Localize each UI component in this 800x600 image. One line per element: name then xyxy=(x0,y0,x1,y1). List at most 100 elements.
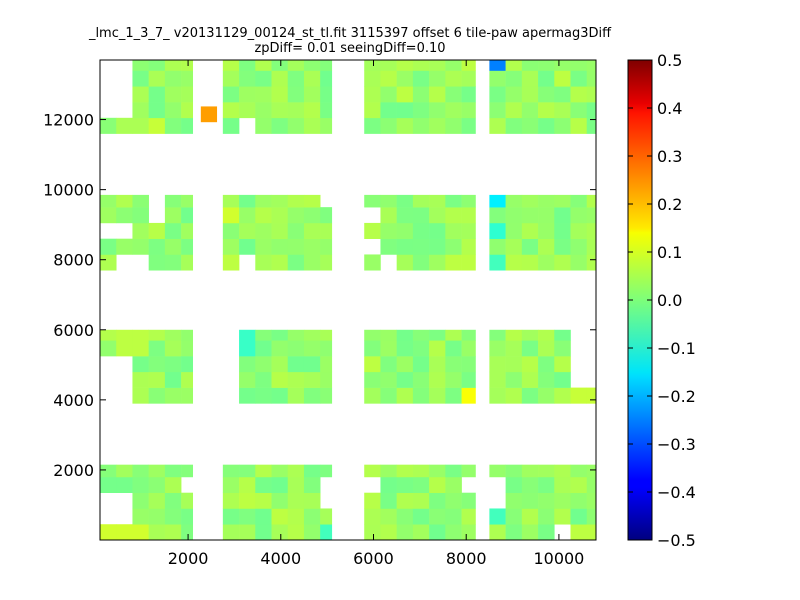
heatmap-cell xyxy=(181,222,194,239)
heatmap-cell xyxy=(287,464,305,478)
heatmap-cell xyxy=(489,464,506,478)
heatmap-cell xyxy=(380,524,397,541)
heatmap-cell xyxy=(222,207,240,224)
heatmap-cell xyxy=(429,508,446,525)
heatmap-cell xyxy=(116,476,133,494)
heatmap-cell xyxy=(521,476,539,494)
heatmap-cell xyxy=(461,117,476,134)
heatmap-cell xyxy=(320,238,333,255)
heatmap-cell xyxy=(586,464,597,478)
heatmap-cell xyxy=(287,60,305,71)
heatmap-cell xyxy=(489,86,506,103)
heatmap-cell xyxy=(320,254,333,271)
heatmap-cell xyxy=(461,387,476,404)
heatmap-cell xyxy=(132,60,149,71)
heatmap-cell xyxy=(271,102,289,119)
heatmap-cell xyxy=(380,102,397,119)
heatmap-cell xyxy=(271,340,289,357)
heatmap-cell xyxy=(538,70,555,87)
heatmap-cell xyxy=(320,207,333,224)
heatmap-cell xyxy=(320,102,333,119)
heatmap-cell xyxy=(412,371,430,388)
heatmap-cell xyxy=(586,222,597,239)
heatmap-cell xyxy=(255,222,272,239)
heatmap-cell xyxy=(380,356,397,373)
colorbar-tick-label: 0.0 xyxy=(657,291,682,310)
heatmap-cell xyxy=(164,387,182,404)
heatmap-cell xyxy=(255,117,272,134)
heatmap-cell xyxy=(303,70,321,87)
heatmap-cell xyxy=(303,340,321,357)
heatmap-cell xyxy=(505,524,523,541)
heatmap-cell xyxy=(287,222,305,239)
heatmap-cell xyxy=(505,371,523,388)
heatmap-cell xyxy=(320,524,333,541)
heatmap-cell xyxy=(116,117,133,134)
heatmap-cell xyxy=(586,492,597,509)
heatmap-cell xyxy=(132,222,149,239)
heatmap-cell xyxy=(380,387,397,404)
heatmap-cell xyxy=(181,356,194,373)
heatmap-cell xyxy=(364,254,381,271)
heatmap-cell xyxy=(148,102,166,119)
heatmap-cell xyxy=(412,222,430,239)
heatmap-cell xyxy=(429,254,446,271)
heatmap-cell xyxy=(255,371,272,388)
heatmap-cell xyxy=(271,194,289,208)
heatmap-cell xyxy=(255,356,272,373)
heatmap-cell xyxy=(521,329,539,341)
heatmap-cell xyxy=(222,464,240,478)
heatmap-cell xyxy=(100,524,117,541)
heatmap-cell xyxy=(554,238,571,255)
heatmap-cell xyxy=(181,329,194,341)
heatmap-cell xyxy=(255,70,272,87)
heatmap-cell xyxy=(505,254,523,271)
heatmap-cell xyxy=(445,207,462,224)
heatmap-cell xyxy=(396,222,414,239)
y-tick-label: 10000 xyxy=(43,181,94,200)
heatmap-cell xyxy=(222,238,240,255)
heatmap-cell xyxy=(287,476,305,494)
heatmap-cell xyxy=(396,70,414,87)
heatmap-cell xyxy=(148,340,166,357)
heatmap-cell xyxy=(255,207,272,224)
heatmap-cell xyxy=(461,524,476,541)
heatmap-cell xyxy=(255,508,272,525)
heatmap-cell xyxy=(181,70,194,87)
heatmap-cell xyxy=(445,387,462,404)
heatmap-cell xyxy=(521,238,539,255)
heatmap-cell xyxy=(489,340,506,357)
heatmap-cell xyxy=(412,464,430,478)
heatmap-cell xyxy=(164,222,182,239)
heatmap-cell xyxy=(132,476,149,494)
heatmap-cell xyxy=(505,340,523,357)
heatmap-cell xyxy=(586,60,597,71)
heatmap-cell xyxy=(148,60,166,71)
heatmap-cell xyxy=(100,340,117,357)
heatmap-cell xyxy=(445,508,462,525)
heatmap-cell xyxy=(222,117,240,134)
heatmap-cell xyxy=(429,329,446,341)
heatmap-cell xyxy=(132,524,149,541)
heatmap-cell xyxy=(461,254,476,271)
heatmap-cell xyxy=(521,60,539,71)
heatmap-cell xyxy=(255,524,272,541)
heatmap-cell xyxy=(364,387,381,404)
heatmap-cell xyxy=(239,102,256,119)
heatmap-cell xyxy=(554,117,571,134)
heatmap-cell xyxy=(554,371,571,388)
heatmap-cell xyxy=(164,60,182,71)
heatmap-cell xyxy=(554,508,571,525)
heatmap-cell xyxy=(239,86,256,103)
heatmap-cell xyxy=(396,371,414,388)
heatmap-cell xyxy=(570,207,588,224)
heatmap-cell xyxy=(303,117,321,134)
heatmap-cell xyxy=(222,476,240,494)
heatmap-cell xyxy=(489,371,506,388)
heatmap-cell xyxy=(287,492,305,509)
heatmap-cell xyxy=(489,70,506,87)
heatmap-cell xyxy=(181,60,194,71)
heatmap-cell xyxy=(396,464,414,478)
heatmap-cell xyxy=(489,194,506,208)
